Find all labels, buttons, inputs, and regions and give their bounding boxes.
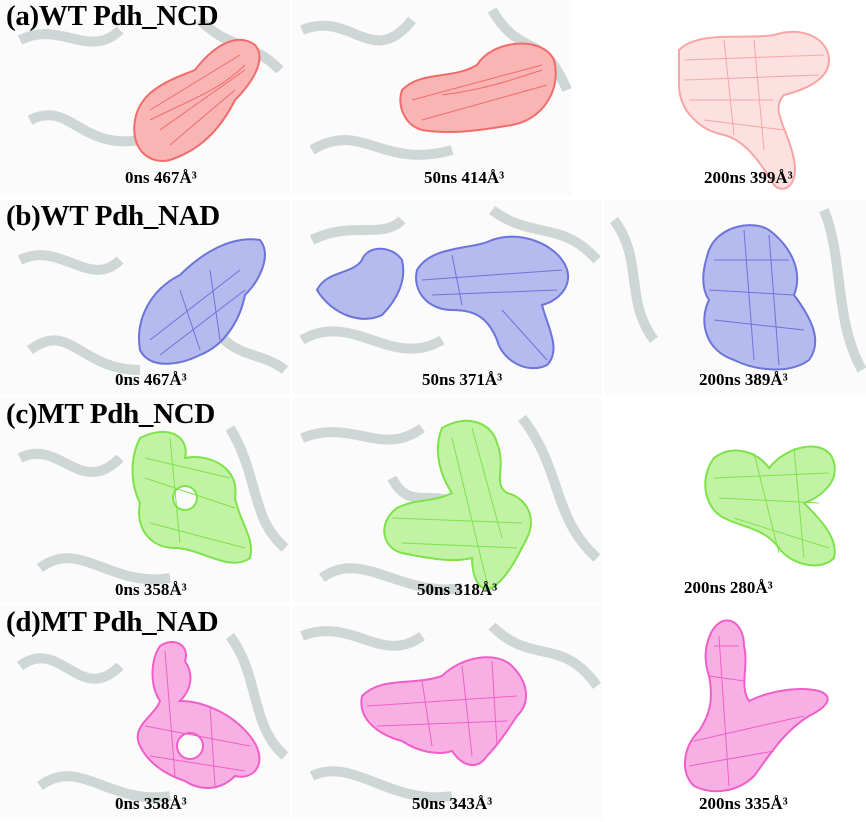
caption: 200ns 399Å³ <box>704 168 793 188</box>
caption: 200ns 389Å³ <box>699 370 788 390</box>
panel-b-200ns: 200ns 389Å³ <box>604 200 866 395</box>
panel-d-50ns: 50ns 343Å³ <box>292 606 602 820</box>
time-label: 200ns <box>704 168 746 187</box>
caption: 50ns 343Å³ <box>412 794 492 814</box>
row-d: 0ns 358Å³ 50ns 343Å³ 200ns 335Å³ (d)MT P… <box>0 606 866 822</box>
protein-mesh-image <box>17 633 289 803</box>
caption: 0ns 358Å³ <box>115 580 187 600</box>
time-label: 200ns <box>684 578 726 597</box>
volume-label: 414Å³ <box>461 168 505 187</box>
volume-label: 358Å³ <box>143 580 187 599</box>
protein-mesh-image <box>300 622 602 803</box>
volume-label: 399Å³ <box>749 168 793 187</box>
protein-mesh-image <box>17 425 289 585</box>
panel-b-50ns: 50ns 371Å³ <box>292 200 602 395</box>
panel-c-200ns: 200ns 280Å³ <box>604 398 866 603</box>
protein-mesh-image <box>17 238 289 375</box>
volume-label: 358Å³ <box>143 794 187 813</box>
caption: 0ns 358Å³ <box>115 794 187 814</box>
caption: 200ns 280Å³ <box>684 578 773 598</box>
protein-mesh-image <box>609 208 866 373</box>
panel-a-50ns: 50ns 414Å³ <box>292 0 572 195</box>
volume-label: 318Å³ <box>454 580 498 599</box>
volume-label: 371Å³ <box>459 370 503 389</box>
time-label: 50ns <box>422 370 456 389</box>
volume-label: 389Å³ <box>744 370 788 389</box>
panel-b-0ns: 0ns 467Å³ <box>0 200 290 395</box>
protein-mesh-image <box>704 445 836 567</box>
caption: 50ns 414Å³ <box>424 168 504 188</box>
row-title: (a)WT Pdh_NCD <box>6 0 219 32</box>
time-label: 50ns <box>412 794 446 813</box>
volume-label: 467Å³ <box>153 168 197 187</box>
protein-mesh-image <box>299 205 601 370</box>
panel-a-200ns: 200ns 399Å³ <box>574 0 866 195</box>
volume-label: 335Å³ <box>744 794 788 813</box>
time-label: 0ns <box>115 794 140 813</box>
row-b: 0ns 467Å³ 50ns 371Å³ 200ns 389Å³ (b)WT P… <box>0 200 866 398</box>
time-label: 50ns <box>417 580 451 599</box>
time-label: 0ns <box>115 580 140 599</box>
time-label: 200ns <box>699 794 741 813</box>
panel-d-0ns: 0ns 358Å³ <box>0 606 290 820</box>
time-label: 200ns <box>699 370 741 389</box>
protein-mesh-image <box>300 414 601 595</box>
volume-label: 280Å³ <box>729 578 773 597</box>
row-title: (c)MT Pdh_NCD <box>6 398 216 430</box>
row-title: (b)WT Pdh_NAD <box>6 200 220 232</box>
caption: 50ns 371Å³ <box>422 370 502 390</box>
caption: 0ns 467Å³ <box>125 168 197 188</box>
time-label: 0ns <box>125 168 150 187</box>
panel-d-200ns: 200ns 335Å³ <box>604 606 866 820</box>
row-title: (d)MT Pdh_NAD <box>6 606 219 638</box>
row-a: 0ns 467Å³ 50ns 414Å³ 200ns 399Å³ (a)WT P… <box>0 0 866 200</box>
panel-c-0ns: 0ns 358Å³ <box>0 398 290 603</box>
caption: 200ns 335Å³ <box>699 794 788 814</box>
caption: 50ns 318Å³ <box>417 580 497 600</box>
volume-label: 467Å³ <box>143 370 187 389</box>
row-c: 0ns 358Å³ 50ns 318Å³ 200ns 280Å³ (c)MT P… <box>0 398 866 606</box>
caption: 0ns 467Å³ <box>115 370 187 390</box>
protein-mesh-image <box>683 619 829 793</box>
time-label: 50ns <box>424 168 458 187</box>
panel-a-0ns: 0ns 467Å³ <box>0 0 290 195</box>
volume-label: 343Å³ <box>449 794 493 813</box>
protein-mesh-image <box>300 7 572 160</box>
panel-c-50ns: 50ns 318Å³ <box>292 398 602 603</box>
protein-mesh-image <box>17 16 284 162</box>
time-label: 0ns <box>115 370 140 389</box>
protein-mesh-image <box>678 30 831 190</box>
